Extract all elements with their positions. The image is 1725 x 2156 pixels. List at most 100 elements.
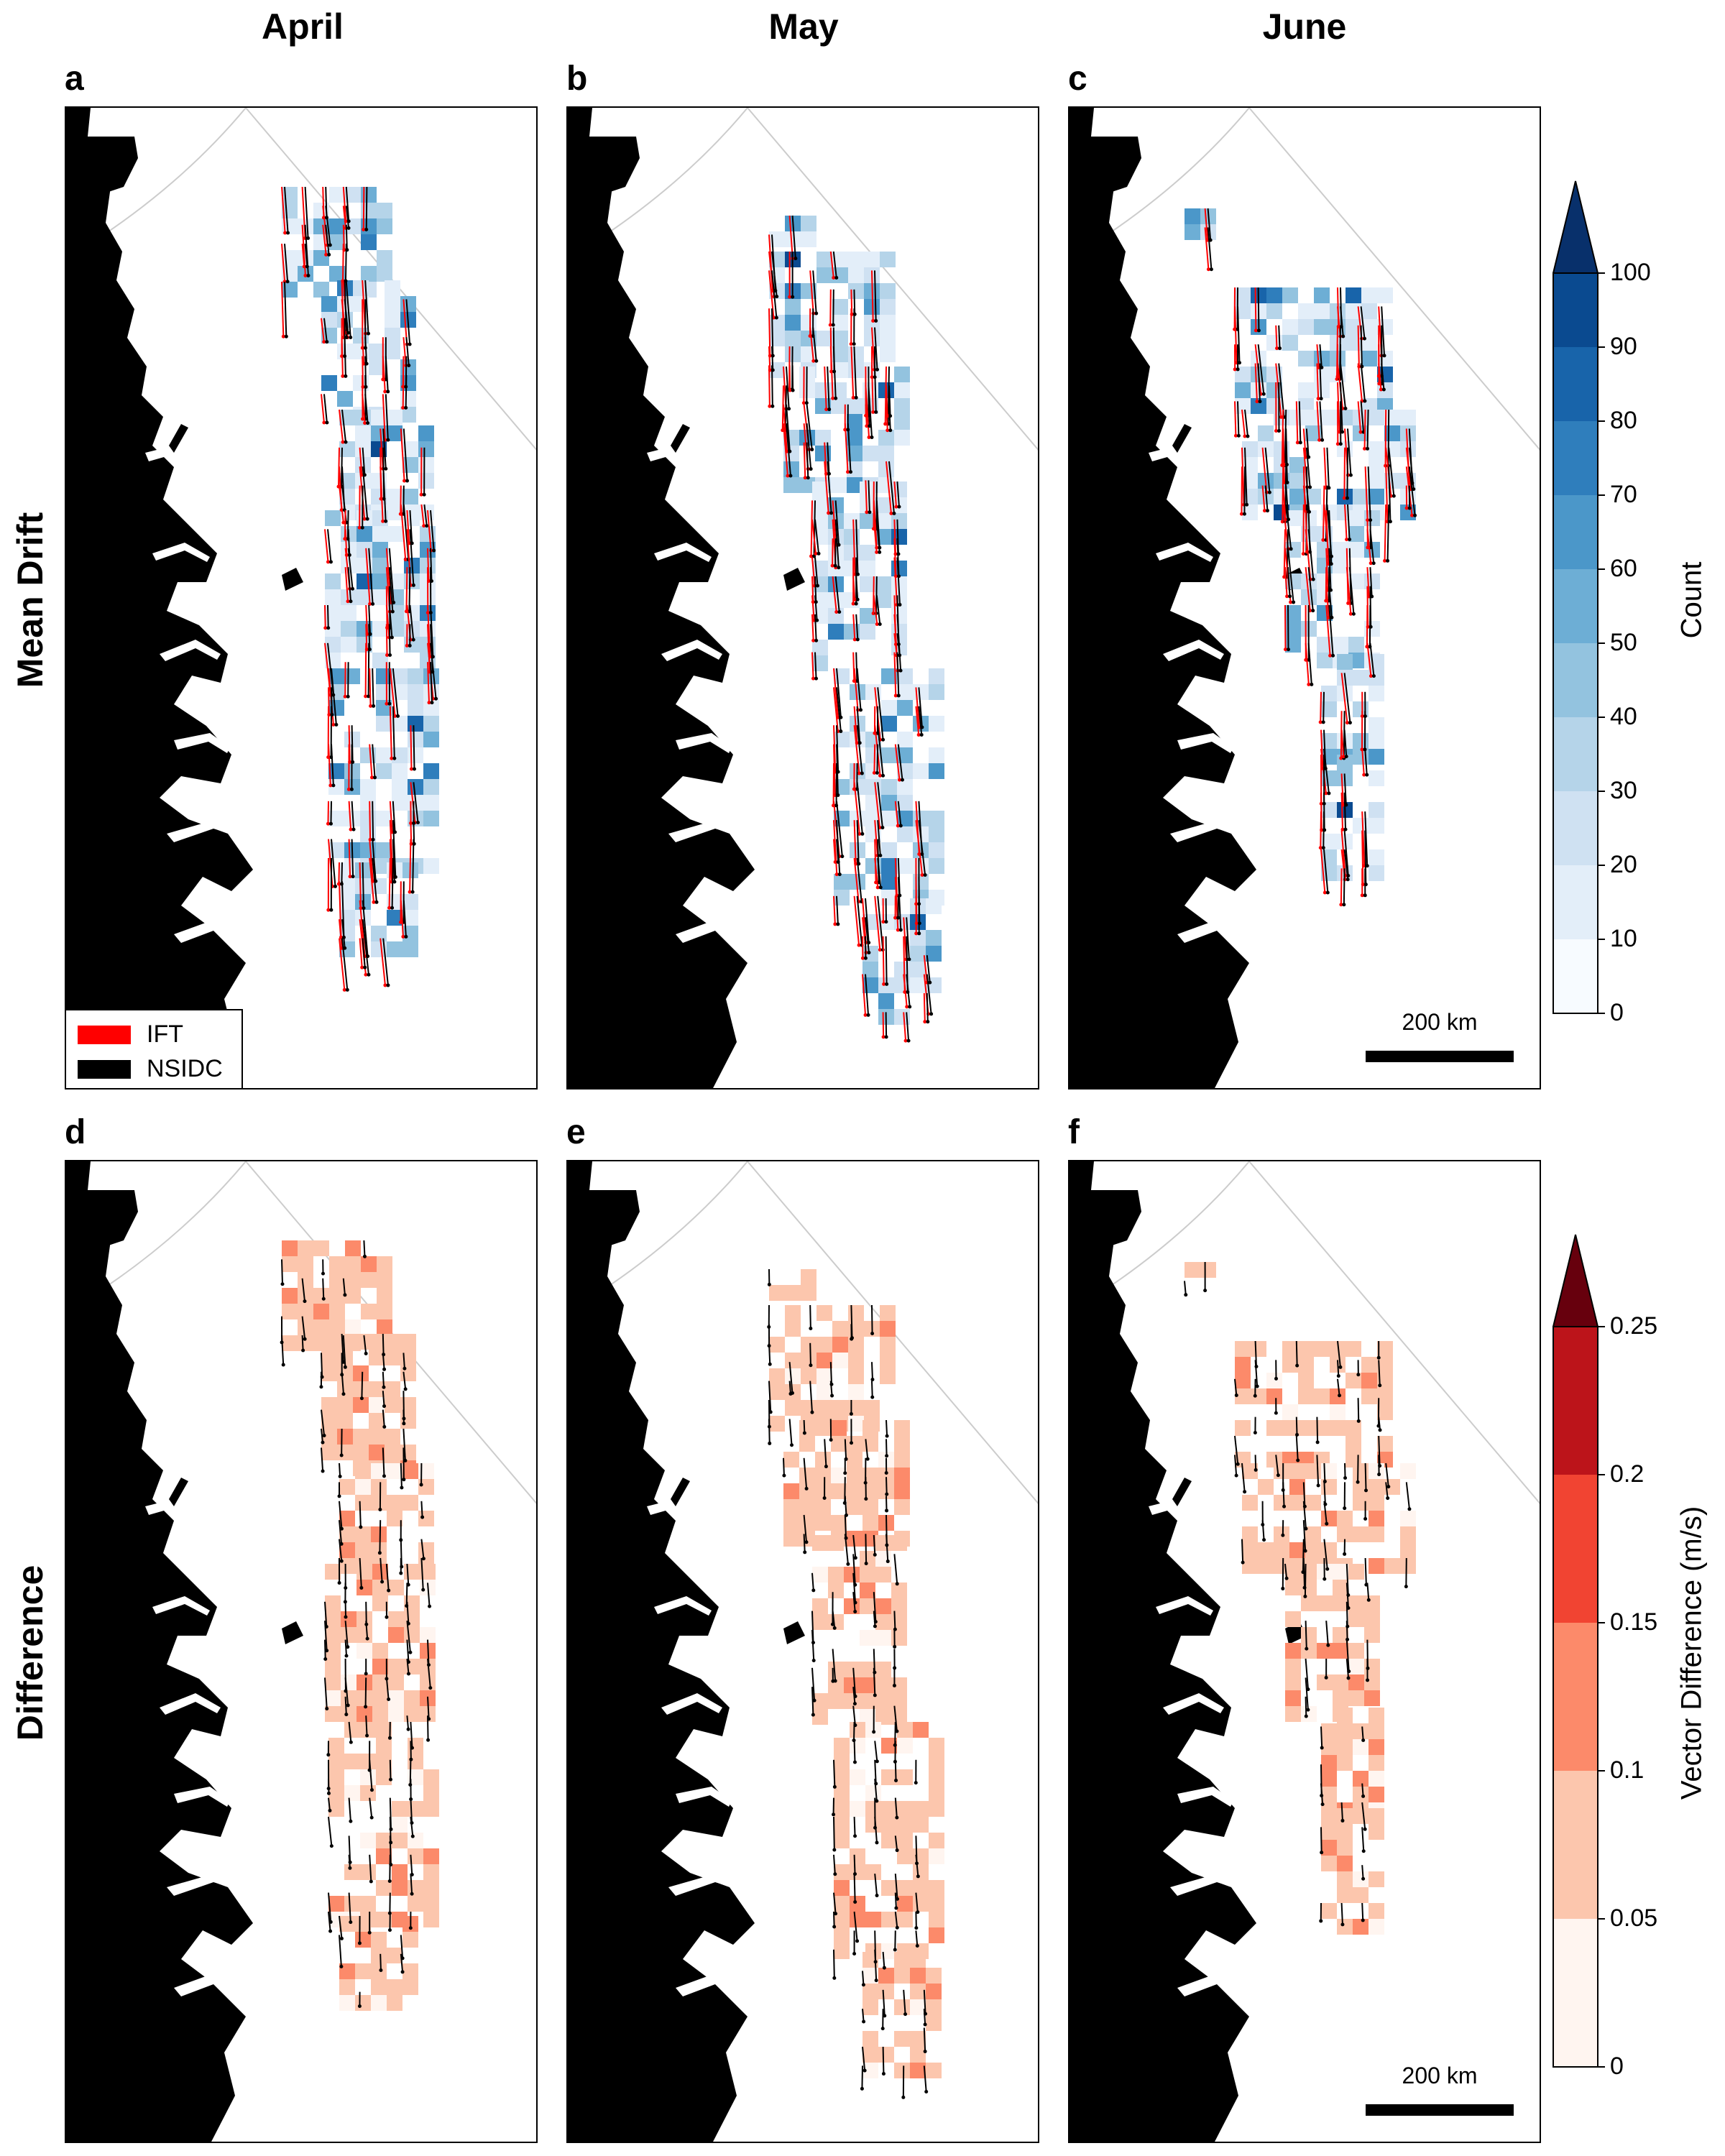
drift-arrowhead bbox=[382, 1474, 386, 1478]
grid-cell bbox=[1368, 670, 1384, 686]
drift-arrow bbox=[1405, 447, 1412, 489]
grid-cell bbox=[875, 1598, 891, 1614]
drift-arrowhead bbox=[365, 517, 369, 521]
grid-cell bbox=[1258, 1558, 1274, 1574]
drift-arrowhead bbox=[1254, 1468, 1258, 1472]
grid-cell bbox=[875, 1709, 891, 1725]
fjord bbox=[676, 733, 732, 753]
grid-cell bbox=[1333, 1674, 1348, 1690]
drift-arrow bbox=[886, 1419, 888, 1437]
grid-cell bbox=[881, 668, 897, 684]
grid-cell bbox=[1368, 802, 1384, 818]
drift-arrow bbox=[888, 461, 895, 514]
grid-cell bbox=[376, 811, 392, 826]
drift-arrow bbox=[427, 1658, 431, 1688]
drift-arrow bbox=[906, 917, 910, 959]
grid-cell bbox=[929, 1880, 944, 1896]
grid-cell bbox=[1282, 287, 1298, 303]
colorbar-frame bbox=[1552, 1326, 1598, 2068]
colorbar-segment bbox=[1553, 1771, 1598, 1919]
drift-arrowhead bbox=[282, 280, 287, 284]
grid-cell bbox=[1242, 505, 1258, 520]
grid-cell bbox=[408, 1880, 423, 1896]
grid-cell bbox=[864, 252, 880, 267]
grid-cell bbox=[891, 1535, 907, 1551]
drift-arrowhead bbox=[344, 335, 349, 339]
drift-arrowhead bbox=[379, 1968, 383, 1972]
grid-cell bbox=[929, 826, 944, 842]
panel-letter-b: b bbox=[566, 60, 588, 98]
drift-arrowhead bbox=[824, 1465, 828, 1469]
map-panel-f bbox=[1068, 1160, 1541, 2143]
grid-cell bbox=[1321, 1903, 1337, 1919]
drift-arrowhead bbox=[810, 1410, 814, 1414]
grid-cell bbox=[881, 842, 897, 858]
grid-cell bbox=[1285, 605, 1301, 621]
grid-cell bbox=[848, 252, 864, 267]
drift-arrow bbox=[873, 744, 876, 773]
drift-arrowhead bbox=[338, 1474, 342, 1478]
grid-cell bbox=[1348, 1643, 1364, 1659]
grid-cell bbox=[875, 1630, 891, 1646]
drift-arrow bbox=[1328, 586, 1333, 618]
drift-arrow bbox=[1366, 642, 1372, 676]
drift-arrowhead bbox=[385, 701, 389, 706]
grid-cell bbox=[328, 1769, 344, 1785]
grid-cell bbox=[1305, 1542, 1321, 1558]
grid-cell bbox=[1282, 1341, 1298, 1357]
grid-cell bbox=[850, 1801, 865, 1817]
grid-cell bbox=[385, 344, 400, 359]
grid-cell bbox=[881, 795, 897, 811]
drift-arrowhead bbox=[1371, 674, 1376, 678]
colorbar-tick-label: 90 bbox=[1610, 333, 1637, 360]
drift-arrow bbox=[321, 318, 325, 342]
drift-arrowhead bbox=[1319, 397, 1323, 401]
drift-arrow bbox=[362, 466, 369, 520]
grid-cell bbox=[371, 473, 387, 489]
grid-cell bbox=[1333, 1643, 1348, 1659]
grid-cell bbox=[1235, 1341, 1251, 1357]
island bbox=[104, 510, 116, 542]
drift-arrowhead bbox=[1324, 791, 1328, 796]
drift-arrow bbox=[896, 557, 901, 605]
drift-arrowhead bbox=[349, 827, 353, 831]
drift-arrow bbox=[814, 595, 818, 621]
drift-arrow bbox=[362, 862, 365, 908]
drift-arrow bbox=[829, 289, 832, 326]
drift-arrow bbox=[893, 652, 897, 696]
drift-arrowhead bbox=[419, 492, 423, 497]
grid-cell bbox=[1321, 1739, 1337, 1755]
grid-cell bbox=[897, 1833, 913, 1848]
colorbar-segment bbox=[1553, 273, 1598, 347]
drift-arrowhead bbox=[400, 1970, 405, 1974]
drift-arrow bbox=[1322, 811, 1325, 848]
drift-arrowhead bbox=[786, 474, 790, 478]
grid-cell bbox=[377, 266, 392, 282]
grid-cell bbox=[1353, 1787, 1368, 1802]
greenland-coast bbox=[66, 108, 253, 1088]
drift-arrowhead bbox=[895, 1729, 899, 1733]
drift-arrow bbox=[1320, 691, 1322, 722]
grid-cell bbox=[1337, 1755, 1353, 1771]
drift-arrow bbox=[348, 1892, 351, 1922]
grid-cell bbox=[832, 252, 848, 267]
grid-cell bbox=[423, 1864, 439, 1880]
grid-cell bbox=[832, 362, 848, 378]
grid-cell bbox=[844, 1567, 860, 1583]
grid-cell bbox=[785, 1368, 801, 1384]
drift-arrow bbox=[339, 1539, 343, 1562]
grid-cell bbox=[321, 1413, 337, 1429]
grid-cell bbox=[1321, 410, 1337, 425]
grid-cell bbox=[282, 266, 298, 282]
drift-arrow bbox=[385, 356, 389, 392]
drift-arrow bbox=[1264, 485, 1269, 511]
grid-cell bbox=[408, 1738, 423, 1754]
drift-arrow bbox=[871, 270, 874, 321]
greenland-coast bbox=[66, 1161, 253, 2142]
drift-arrowhead bbox=[364, 1705, 368, 1709]
colorbar-tick-label: 0.1 bbox=[1610, 1756, 1644, 1784]
drift-arrowhead bbox=[360, 525, 364, 530]
drift-arrowhead bbox=[1262, 509, 1266, 513]
drift-arrow bbox=[388, 567, 394, 612]
drift-arrow bbox=[382, 428, 387, 469]
